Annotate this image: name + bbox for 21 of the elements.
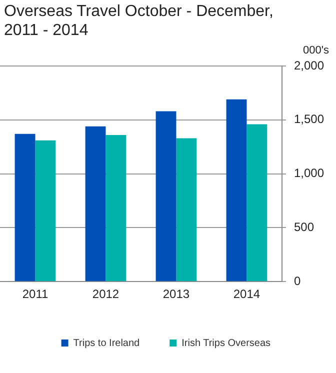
x-tick-label: 2011 xyxy=(22,287,48,302)
bar xyxy=(35,140,56,282)
x-tick-label: 2013 xyxy=(162,287,190,302)
y-axis-title: 000's xyxy=(303,44,330,57)
legend-label: Trips to Ireland xyxy=(73,338,140,349)
y-tick-label: 500 xyxy=(294,220,314,234)
bar xyxy=(226,99,247,282)
bar xyxy=(14,134,36,282)
legend-label: Irish Trips Overseas xyxy=(182,338,271,349)
y-tick-label: 1,000 xyxy=(294,166,324,180)
bar xyxy=(85,126,106,282)
chart-title: Overseas Travel October - December, 2011 - 2014 xyxy=(4,2,274,40)
y-tick-label: 0 xyxy=(294,274,301,288)
bar xyxy=(246,124,268,282)
x-tick-label: 2014 xyxy=(233,287,260,302)
x-tick-label: 2012 xyxy=(92,287,120,302)
bar xyxy=(176,138,197,282)
bar xyxy=(106,134,126,282)
bar xyxy=(156,111,176,282)
y-tick-label: 2,000 xyxy=(294,58,324,72)
y-tick-label: 1,500 xyxy=(294,112,324,126)
